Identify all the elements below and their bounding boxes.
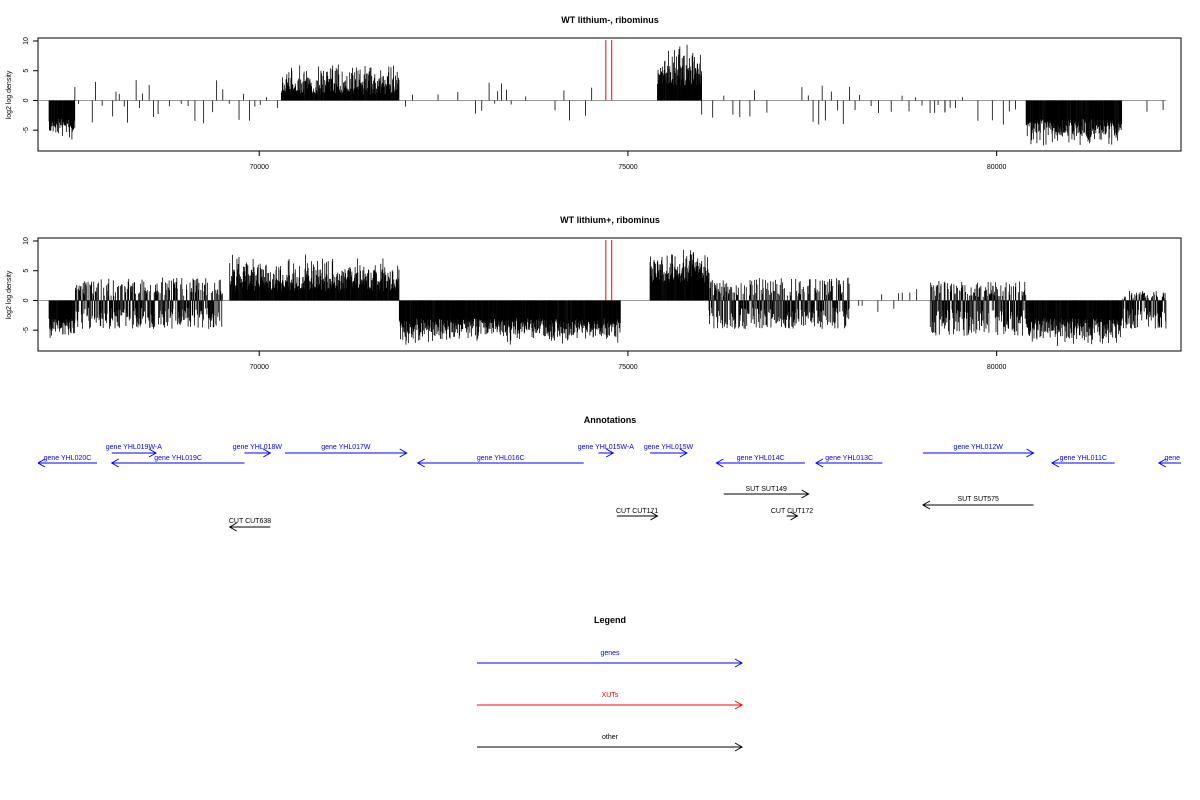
annotation-feature: SUT SUT575	[921, 496, 1034, 510]
annotation-feature: gene YHL019W-A	[106, 444, 162, 458]
feature-arrowhead	[1050, 458, 1060, 468]
axes-group: -5 0 5 10 70000 75000 80000	[23, 237, 1006, 371]
feature-arrowhead	[228, 522, 237, 532]
feature-arrowhead	[801, 489, 810, 499]
panel-title: WT lithium+, ribominus	[560, 215, 660, 225]
annotation-feature: gene YHL019C	[110, 455, 245, 468]
feature-label: gene YHL020C	[44, 455, 92, 462]
annotation-feature: CUT CUT171	[616, 508, 659, 521]
annotation-feature: gene YHL013C	[814, 455, 883, 468]
feature-arrowhead	[605, 448, 615, 458]
feature-arrowhead	[263, 448, 272, 458]
feature-label: gene YHL010C	[1164, 455, 1200, 462]
annotation-feature: gene YHL018W	[233, 444, 283, 458]
feature-label: gene YHL016C	[477, 455, 525, 462]
legend-arrowhead	[734, 700, 744, 710]
x-tick-label: 75000	[618, 164, 638, 171]
feature-arrowhead	[110, 458, 119, 468]
legend-label: genes	[600, 650, 620, 657]
feature-arrowhead	[148, 448, 157, 458]
annotation-feature: gene YHL012W	[922, 444, 1035, 458]
feature-arrowhead	[650, 511, 659, 521]
feature-label: gene YHL011C	[1060, 455, 1107, 462]
annotation-feature: gene YHL010C	[1157, 455, 1200, 468]
y-tick-label: -5	[23, 127, 30, 133]
y-tick-label: 0	[23, 298, 30, 302]
feature-label: gene YHL015W-A	[578, 444, 634, 451]
feature-label: gene YHL013C	[825, 455, 873, 462]
feature-label: CUT CUT638	[229, 518, 271, 525]
feature-arrowhead	[814, 458, 824, 468]
feature-label: CUT CUT171	[616, 508, 658, 515]
feature-label: SUT SUT575	[957, 496, 999, 503]
y-tick-label: 0	[23, 98, 30, 102]
plot-frame	[37, 37, 1182, 152]
legend-label: other	[602, 734, 619, 741]
feature-label: gene YHL019W-A	[106, 444, 162, 451]
feature-arrowhead	[399, 448, 408, 458]
annotation-feature: gene YHL016C	[416, 455, 584, 468]
feature-label: gene YHL012W	[954, 444, 1004, 451]
legend-label: XUTs	[602, 692, 619, 699]
feature-arrowhead	[38, 458, 46, 468]
x-tick-label: 80000	[987, 164, 1007, 171]
annotation-feature: CUT CUT172	[771, 508, 813, 521]
annotations-title: Annotations	[584, 415, 637, 425]
y-tick-label: 10	[23, 237, 30, 245]
feature-arrowhead	[790, 511, 799, 521]
annotation-feature: gene YHL011C	[1050, 455, 1115, 468]
annotation-feature: gene YHL017W	[285, 444, 408, 458]
annotation-feature: gene YHL015W	[644, 444, 694, 458]
x-tick-label: 75000	[618, 364, 638, 371]
feature-label: SUT SUT149	[745, 486, 787, 493]
y-axis-label: log2 log density	[6, 270, 13, 319]
y-tick-label: -5	[23, 327, 30, 333]
x-tick-label: 80000	[987, 364, 1007, 371]
x-tick-label: 70000	[249, 164, 269, 171]
legend-title: Legend	[594, 615, 626, 625]
annotation-features: gene YHL020C gene YHL019W-A gene YHL019C ge…	[38, 444, 1200, 532]
legend-panel: Legend genes XUTs other	[477, 615, 744, 752]
annotation-feature: gene YHL014C	[715, 455, 805, 468]
legend-entries: genes XUTs other	[477, 650, 744, 752]
annotation-feature: SUT SUT149	[723, 486, 810, 499]
feature-arrowhead	[679, 448, 688, 458]
track-panel-lithium-minus: WT lithium-, ribominus log2 log density …	[6, 15, 1182, 171]
feature-label: gene YHL014C	[737, 455, 785, 462]
feature-label: gene YHL015W	[644, 444, 694, 451]
annotation-track: gene YHL020C gene YHL019W-A gene YHL019C ge…	[38, 444, 1200, 532]
y-tick-label: 10	[23, 37, 30, 45]
legend-arrowhead	[734, 742, 744, 752]
annotation-feature: gene YHL015W-A	[578, 444, 634, 458]
y-tick-label: 5	[23, 269, 30, 273]
feature-label: gene YHL018W	[233, 444, 283, 451]
annotation-feature: CUT CUT638	[228, 518, 271, 532]
annotation-feature: gene YHL020C	[38, 455, 97, 468]
bar-group	[38, 240, 1167, 346]
feature-label: gene YHL019C	[154, 455, 202, 462]
y-tick-label: 5	[23, 69, 30, 73]
feature-arrowhead	[715, 458, 724, 468]
feature-arrowhead	[1157, 458, 1167, 468]
feature-arrowhead	[416, 458, 426, 468]
feature-arrowhead	[1026, 448, 1035, 458]
track-panel-lithium-plus: WT lithium+, ribominus log2 log density …	[6, 215, 1182, 371]
legend-entry: genes	[477, 650, 744, 668]
feature-label: gene YHL017W	[321, 444, 371, 451]
legend-entry: XUTs	[477, 692, 744, 710]
legend-arrowhead	[734, 658, 744, 668]
plot-frame	[37, 237, 1182, 352]
bar-group	[38, 40, 1167, 146]
y-axis-label: log2 log density	[6, 70, 13, 119]
x-tick-label: 70000	[249, 364, 269, 371]
axes-group: -5 0 5 10 70000 75000 80000	[23, 37, 1006, 171]
feature-label: CUT CUT172	[771, 508, 813, 515]
panel-title: WT lithium-, ribominus	[561, 15, 659, 25]
feature-arrowhead	[921, 500, 931, 510]
legend-entry: other	[477, 734, 744, 752]
